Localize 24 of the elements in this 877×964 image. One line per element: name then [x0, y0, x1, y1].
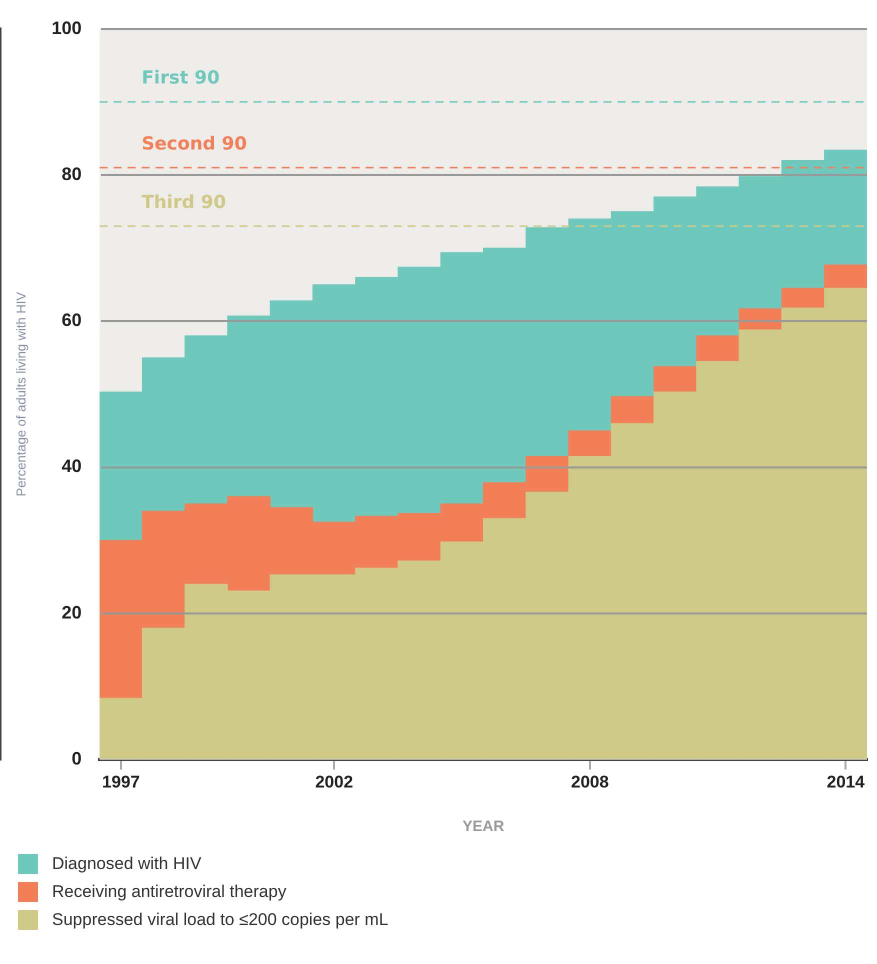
y-tick-label: 40 [62, 456, 82, 476]
legend-label: Suppressed viral load to ≤200 copies per mL [52, 910, 388, 930]
ref-line-label: First 90 [142, 68, 220, 89]
x-axis-title: YEAR [462, 818, 504, 836]
bar [654, 366, 697, 392]
x-tick-label: 2008 [570, 772, 609, 792]
bar [781, 288, 825, 308]
x-tick-label: 2014 [826, 772, 866, 792]
bar [610, 396, 654, 424]
x-tick-label: 1997 [102, 772, 140, 792]
y-tick-label: 0 [72, 748, 82, 769]
y-tick-label: 100 [52, 18, 82, 38]
bar [696, 335, 740, 362]
bar [824, 264, 867, 289]
x-tick-label: 2002 [315, 772, 354, 792]
ref-line-label: Third 90 [142, 192, 226, 213]
ref-line-label: Second 90 [142, 133, 247, 154]
y-tick-label: 20 [62, 602, 82, 622]
y-axis-title: Percentage of adults living with HIV [13, 292, 28, 496]
bar [568, 430, 612, 457]
y-tick-label: 60 [62, 310, 82, 330]
legend-label: Diagnosed with HIV [52, 854, 202, 874]
y-tick-label: 80 [62, 164, 82, 184]
legend-label: Receiving antiretroviral therapy [52, 882, 286, 902]
